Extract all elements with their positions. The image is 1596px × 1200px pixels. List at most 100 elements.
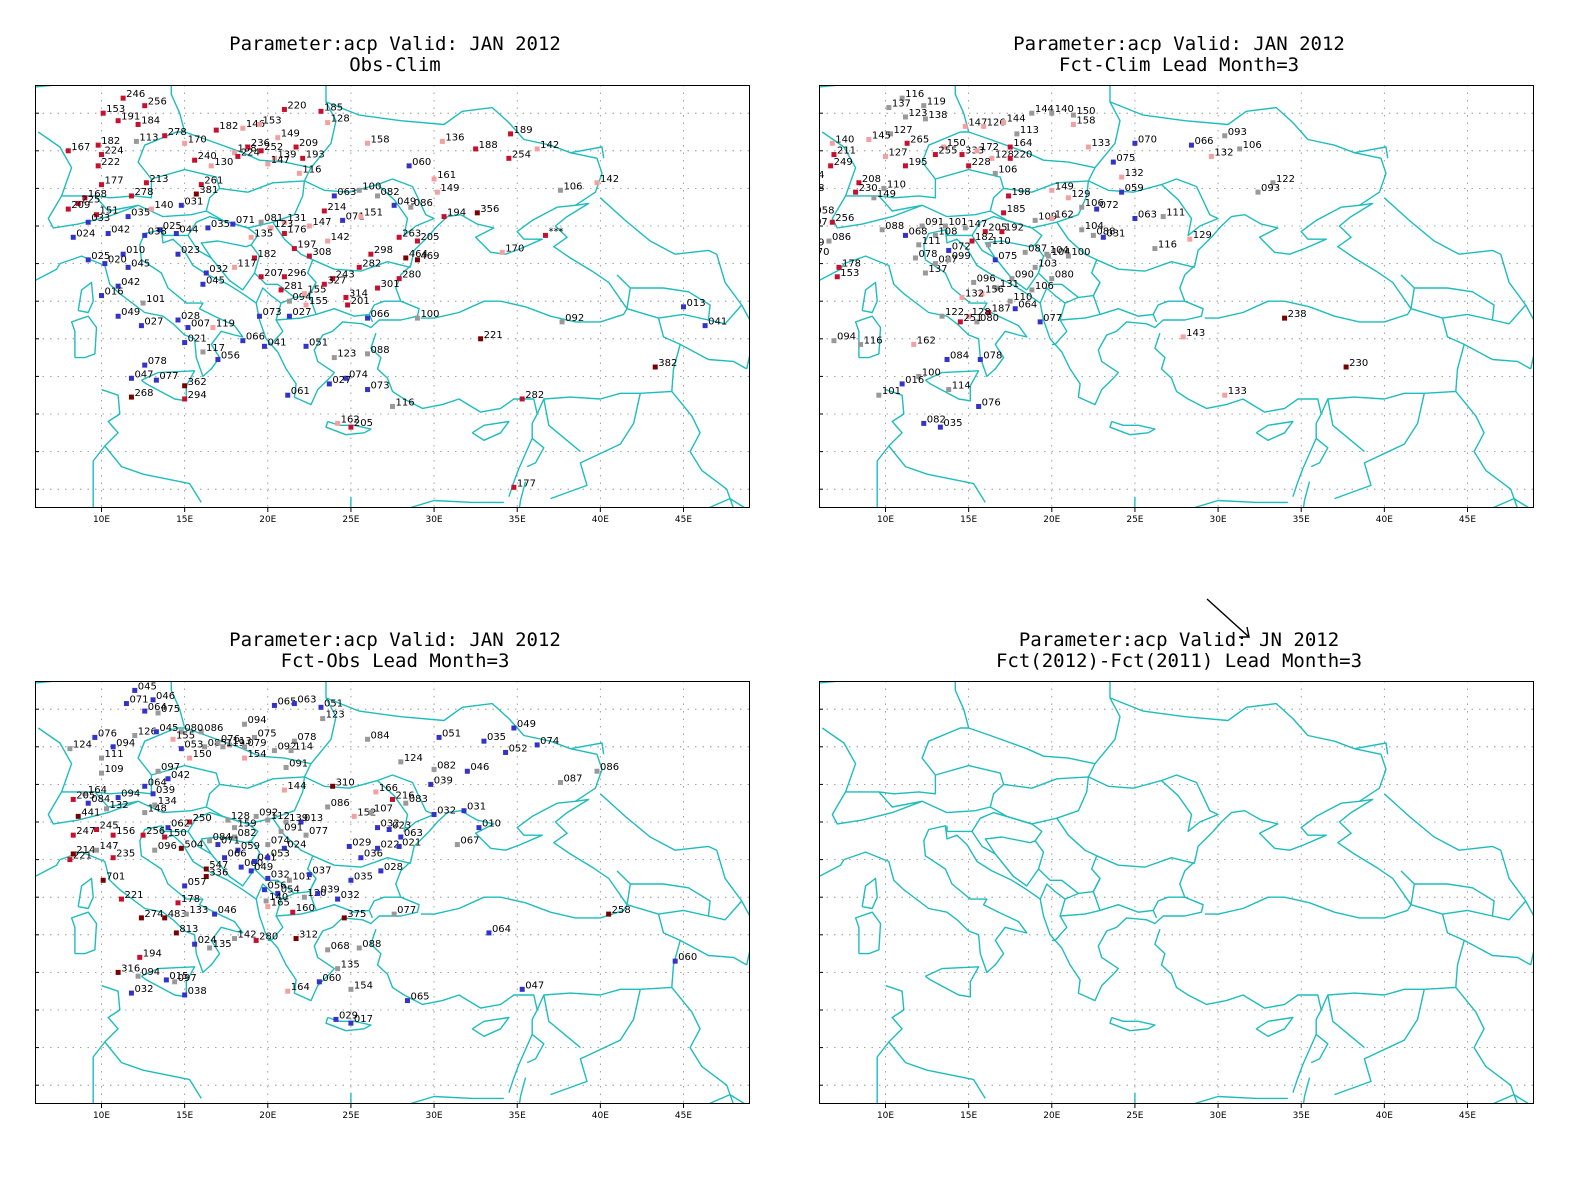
station-square [205,225,211,231]
station-marker: 060 [316,973,341,985]
station-square [213,127,219,133]
station-square [153,729,159,735]
coastline-path [821,681,970,795]
coastline-path [626,287,711,321]
station-value-label: 035 [943,418,962,429]
station-square [829,219,835,225]
station-value-label: 194 [819,170,824,181]
station-marker: 282 [356,258,381,270]
station-square [288,748,294,754]
station-square [178,729,184,735]
panel-title: Parameter:acp Valid: JAN 2012 [229,33,561,55]
station-marker: 077 [153,371,178,383]
station-value-label: 077 [397,905,416,916]
station-value-label: 015 [169,971,188,982]
coastline-path [59,798,628,1002]
station-value-label: 185 [1007,204,1026,215]
station-marker: 088 [1090,226,1115,238]
coastline-path [821,85,970,199]
station-marker: 099 [946,251,971,263]
station-value-label: 060 [678,952,697,963]
station-marker: 220 [281,100,307,112]
map-border [35,85,750,508]
station-marker: 166 [373,783,398,795]
coastline-path [1109,1016,1156,1032]
station-value-label: 111 [1166,208,1185,219]
coastline-path [77,281,94,314]
station-square [702,323,708,329]
station-square [335,966,341,972]
station-square [325,120,331,126]
station-marker: 082 [921,414,946,426]
station-value-label: 059 [241,841,260,852]
station-value-label: 129 [1071,189,1090,200]
station-value-label: 053 [184,740,203,751]
station-square [343,294,349,300]
station-value-label: 135 [254,228,273,239]
coastline-path [526,1033,545,1064]
station-marker: 207 [258,268,283,280]
station-value-label: 214 [76,845,95,856]
station-marker: 151 [94,206,119,218]
station-marker: 092 [559,313,584,325]
station-square [125,264,131,270]
station-value-label: 044 [179,225,198,236]
panel-subtitle: Fct-Clim Lead Month=3 [1058,54,1300,76]
coastline-path [876,1041,890,1104]
station-marker: 813 [173,924,198,936]
station-square [125,214,131,220]
coastline-path [1051,319,1068,346]
station-marker: 038 [182,986,207,998]
station-value-label: 177 [517,478,536,489]
lon-tick-label: 35E [1293,1111,1310,1121]
station-value-label: 106 [1243,140,1262,151]
coastline-path [854,911,882,955]
coastline-path [1354,742,1389,755]
station-marker: 045 [200,275,225,287]
lon-tick-label: 30E [425,515,442,525]
coastline-path [312,855,411,868]
panel-fct-diff: Parameter:acp Valid: JN 2012 Fct(2012)-F… [784,596,1574,1156]
station-value-label: 074 [540,736,559,747]
station-square [92,734,98,740]
station-square [232,150,238,156]
graticule [35,85,750,508]
station-square [1110,159,1116,165]
station-square [1009,276,1015,282]
station-marker: 032 [335,890,360,902]
station-marker: 077 [1037,313,1062,325]
station-marker: 093 [1255,183,1280,195]
lon-tick-label: 35E [509,515,526,525]
station-square [826,238,832,244]
station-value-label: 126 [138,727,157,738]
station-value-label: 110 [1013,292,1032,303]
station-square [351,813,357,819]
station-square [1085,144,1091,150]
station-value-label: 140 [1055,104,1074,115]
station-value-label: 038 [148,226,167,237]
coastline-path [708,497,746,508]
station-value-label: 082 [927,414,946,425]
station-square [268,225,274,231]
station-square [285,392,291,398]
coastline-path [47,195,139,229]
station-marker: 082 [431,760,456,772]
station-square [182,396,188,402]
station-square [390,403,395,409]
station-value-label: 123 [326,710,345,721]
station-value-label: 046 [156,691,175,702]
station-marker: 032 [128,984,154,996]
station-marker: 025 [85,251,110,263]
station-value-label: 091 [284,822,303,833]
coastline-path [518,1077,527,1104]
station-marker: 035 [481,732,506,744]
panel-subtitle: Fct-Obs Lead Month=3 [280,650,510,672]
station-marker: 035 [348,871,373,883]
station-square [142,232,148,238]
station-value-label: 056 [267,881,286,892]
station-marker: 024 [192,935,217,947]
station-square [200,281,206,287]
station-value-label: 172 [980,142,999,153]
station-marker: 083 [403,794,428,806]
station-square [245,144,251,150]
